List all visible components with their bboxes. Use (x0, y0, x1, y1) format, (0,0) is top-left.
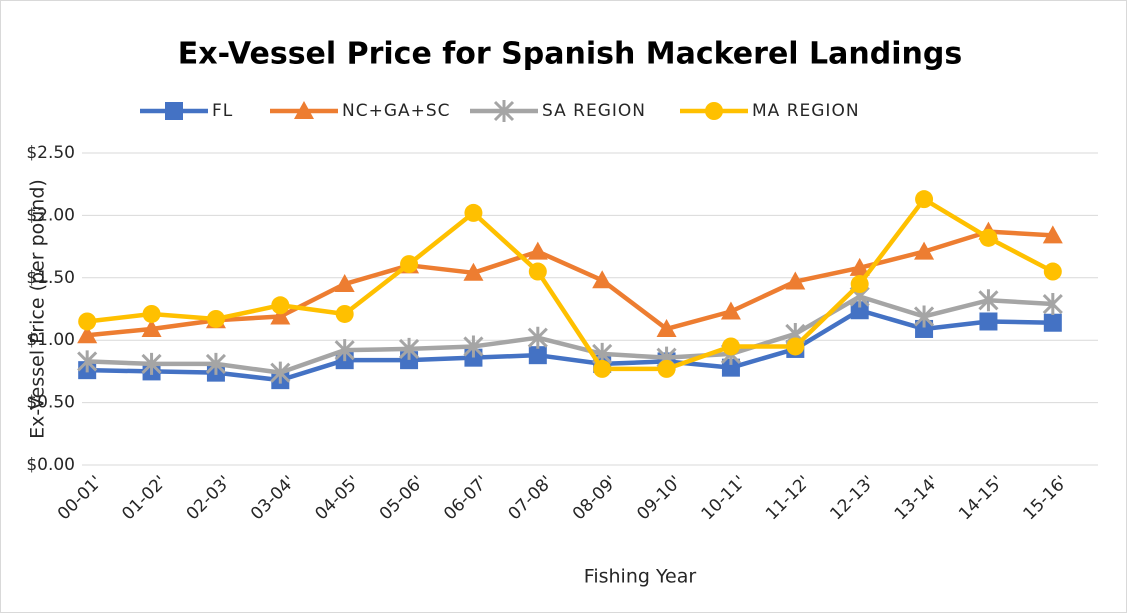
y-tick-label: $1.00 (26, 330, 75, 350)
marker (334, 339, 355, 362)
marker (141, 318, 162, 337)
marker (978, 289, 999, 312)
marker (270, 306, 291, 325)
marker (593, 359, 612, 378)
legend-label: NC+GA+SC (342, 101, 451, 121)
marker (400, 351, 419, 370)
marker (850, 301, 869, 320)
y-axis-title: Ex-Vessel Price (per pound) (27, 179, 49, 439)
marker (141, 352, 162, 375)
y-tick-label: $2.00 (26, 205, 75, 225)
y-tick-label: $0.00 (26, 455, 75, 475)
marker (464, 348, 483, 367)
marker (335, 304, 354, 323)
legend-label: FL (212, 101, 233, 121)
marker (705, 102, 723, 120)
marker (400, 255, 419, 274)
marker (915, 319, 934, 338)
marker (77, 350, 98, 373)
x-axis-title: Fishing Year (584, 566, 697, 588)
marker (142, 304, 161, 323)
line (86, 196, 1054, 372)
marker (165, 102, 183, 120)
marker (656, 318, 677, 337)
y-tick-label: $2.50 (26, 143, 75, 163)
series (78, 190, 1062, 378)
marker (206, 309, 225, 328)
marker (720, 301, 741, 320)
line (86, 229, 1053, 338)
line (87, 294, 1053, 375)
legend-label: MA REGION (752, 101, 860, 121)
marker (493, 100, 515, 122)
marker (78, 312, 97, 331)
marker (1043, 313, 1062, 332)
marker (979, 228, 998, 247)
marker (786, 337, 805, 356)
y-tick-label: $0.50 (26, 393, 75, 413)
marker (528, 346, 547, 365)
marker (399, 337, 420, 360)
marker (849, 257, 870, 276)
marker (1042, 225, 1063, 244)
line (87, 307, 1053, 383)
marker (464, 203, 483, 222)
marker (271, 296, 290, 315)
marker (1042, 293, 1063, 316)
marker (270, 361, 291, 384)
chart-title: Ex-Vessel Price for Spanish Mackerel Lan… (178, 37, 962, 72)
marker (657, 359, 676, 378)
marker (914, 305, 935, 328)
marker (294, 101, 314, 119)
marker (527, 241, 548, 260)
marker (205, 352, 226, 375)
legend-label: SA REGION (542, 101, 646, 121)
marker (334, 274, 355, 293)
marker (721, 337, 740, 356)
marker (850, 275, 869, 294)
marker (914, 241, 935, 260)
marker (528, 262, 547, 281)
marker (463, 335, 484, 358)
marker (979, 312, 998, 331)
marker (785, 271, 806, 290)
marker (1043, 262, 1062, 281)
marker (463, 262, 484, 281)
marker (527, 326, 548, 349)
marker (592, 270, 613, 289)
marker (915, 190, 934, 209)
y-tick-label: $1.50 (26, 268, 75, 288)
marker (721, 358, 740, 377)
marker (77, 325, 98, 344)
